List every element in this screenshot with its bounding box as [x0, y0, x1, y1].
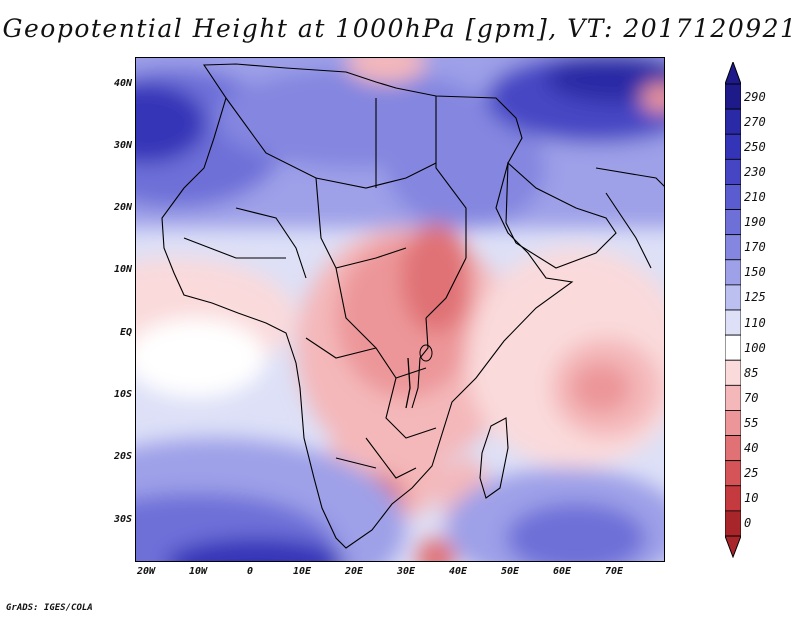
colorbar-swatch [725, 510, 741, 537]
colorbar-bottom-arrow [725, 535, 741, 558]
colorbar-label: 150 [744, 265, 766, 280]
colorbar-label: 210 [744, 190, 766, 204]
colorbar-swatch [725, 435, 741, 462]
colorbar-label: 55 [744, 416, 759, 430]
colorbar-label: 85 [744, 365, 759, 380]
colorbar-label: 170 [744, 240, 766, 255]
lon-label-0: 0 [246, 566, 254, 577]
lon-label-50e: 50E [500, 566, 520, 577]
colorbar-swatch [725, 384, 741, 411]
colorbar-swatch [725, 460, 741, 487]
colorbar-label: 10 [744, 491, 759, 506]
lon-label-70e: 70E [604, 566, 624, 577]
lat-label-20s: 20S [113, 451, 132, 462]
colorbar-swatch [725, 359, 741, 386]
colorbar-swatch [725, 234, 741, 261]
colorbar-swatch [725, 309, 741, 336]
lat-label-30s: 30S [113, 514, 132, 525]
colorbar-swatch [725, 133, 741, 160]
lon-label-20e: 20E [344, 566, 364, 577]
colorbar-swatch [725, 108, 741, 135]
map-svg [136, 58, 664, 561]
colorbar [725, 62, 741, 558]
colorbar-label: 250 [744, 139, 766, 154]
lon-label-60e: 60E [552, 566, 572, 577]
lat-label-20n: 20N [113, 202, 132, 213]
colorbar-label: 270 [744, 114, 766, 129]
colorbar-swatch [725, 83, 741, 110]
colorbar-label: 70 [744, 390, 759, 405]
colorbar-swatch [725, 158, 741, 185]
colorbar-swatch [725, 259, 741, 286]
lon-label-40e: 40E [448, 566, 468, 577]
colorbar-swatch [725, 334, 741, 361]
colorbar-label: 25 [744, 466, 759, 481]
colorbar-swatch [725, 209, 741, 236]
colorbar-label: 40 [744, 441, 759, 456]
colorbar-swatch [725, 284, 741, 311]
colorbar-label: 230 [744, 164, 766, 179]
lon-label-20w: 20W [136, 566, 156, 577]
colorbar-label: 190 [744, 215, 766, 230]
colorbar-swatch [725, 410, 741, 436]
map-panel[interactable] [135, 57, 665, 562]
lat-label-10s: 10S [113, 389, 132, 400]
credit-text: GrADS: IGES/COLA [6, 603, 93, 613]
lat-label-10n: 10N [113, 264, 132, 275]
lon-label-10w: 10W [188, 566, 208, 577]
colorbar-label: 290 [744, 89, 766, 104]
map-title: Geopotential Height at 1000hPa [gpm], VT… [2, 14, 798, 43]
lat-label-40n: 40N [113, 78, 132, 89]
lon-label-30e: 30E [396, 566, 416, 577]
colorbar-label: 110 [744, 315, 766, 330]
lon-label-10e: 10E [292, 566, 312, 577]
lat-label-eq: EQ [119, 327, 132, 338]
colorbar-top-arrow [725, 62, 741, 85]
colorbar-label: 125 [744, 290, 766, 305]
colorbar-label: 100 [744, 340, 766, 355]
colorbar-swatch [725, 184, 741, 210]
lat-label-30n: 30N [113, 140, 132, 151]
colorbar-swatch [725, 485, 741, 512]
colorbar-label: 0 [744, 516, 752, 531]
